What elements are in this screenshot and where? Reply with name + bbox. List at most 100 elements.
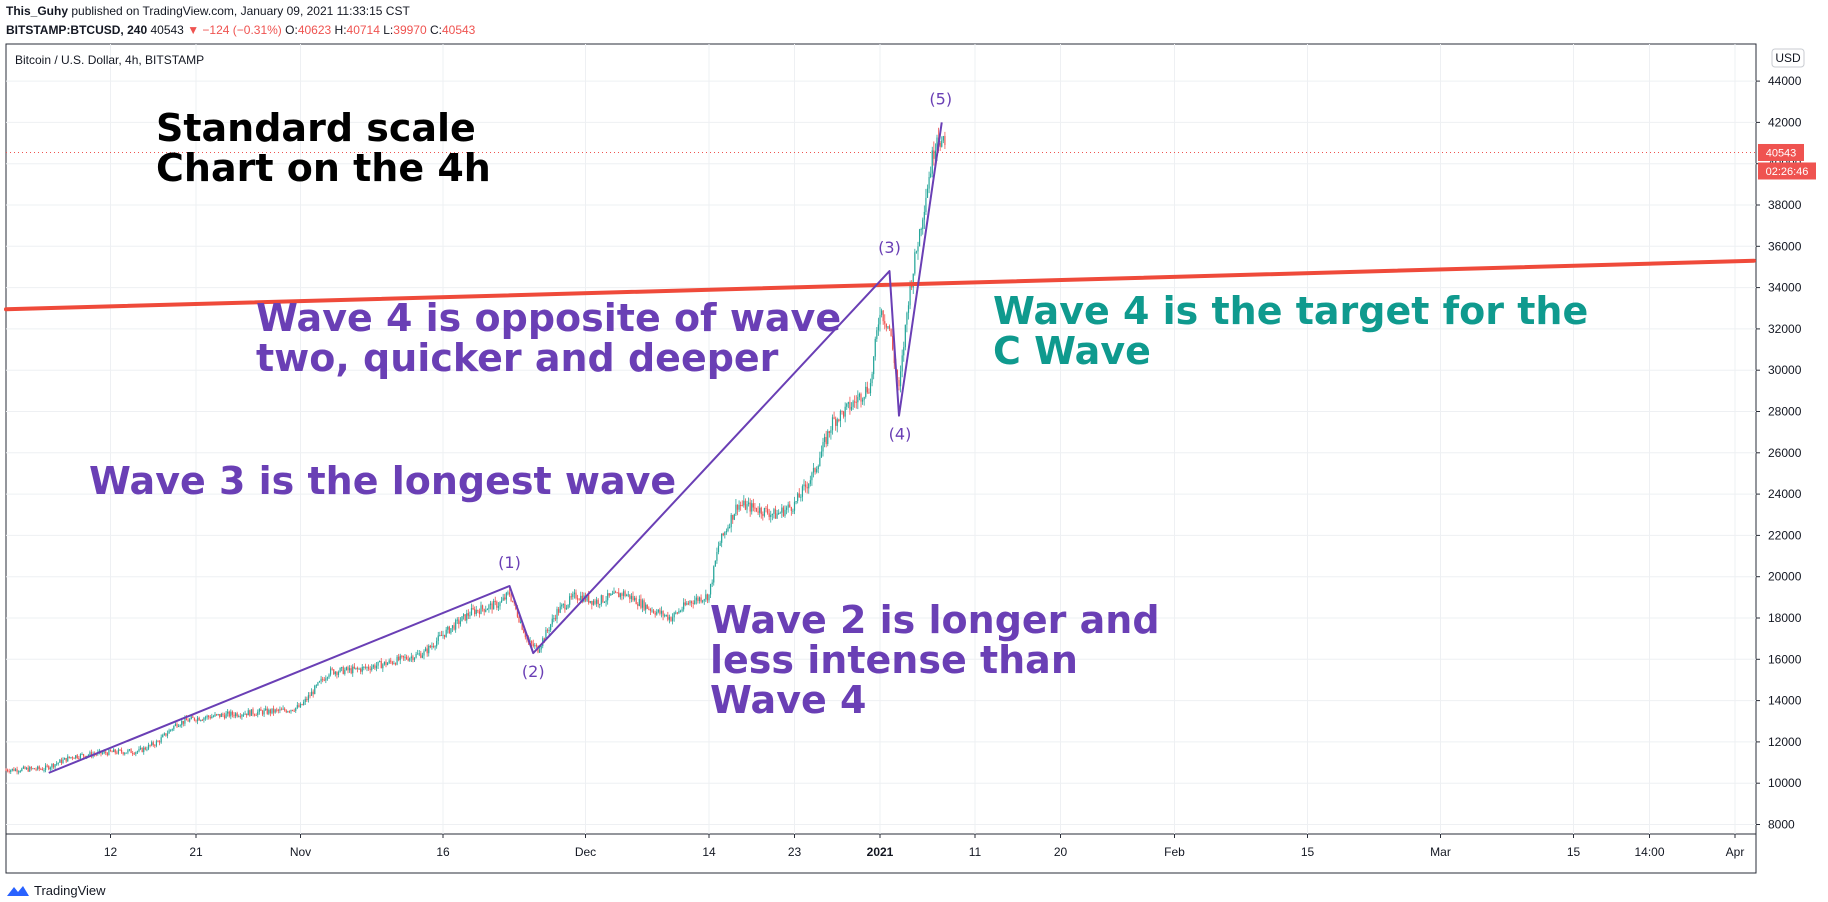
candle	[608, 593, 610, 598]
candle	[407, 655, 409, 662]
candle	[345, 666, 348, 671]
candle	[638, 595, 640, 607]
candle	[486, 608, 488, 611]
annotation-standard-scale[interactable]: Standard scale Chart on the 4h	[156, 106, 491, 190]
candle	[725, 528, 728, 535]
annotation-wave4-target[interactable]: Wave 4 is the target for the C Wave	[993, 289, 1602, 373]
candle	[809, 475, 811, 487]
x-tick-label: 16	[436, 845, 450, 859]
candle	[751, 500, 753, 515]
candle	[706, 593, 709, 604]
candle	[317, 681, 319, 686]
candle	[155, 739, 158, 748]
author-name[interactable]: This_Guhy	[6, 4, 69, 18]
candle	[922, 217, 924, 235]
candle	[652, 608, 655, 614]
currency-button[interactable]: USD	[1771, 48, 1805, 68]
x-tick-label: 21	[189, 845, 203, 859]
candle	[333, 668, 335, 675]
candle	[298, 703, 300, 708]
candle	[204, 715, 207, 721]
candle	[296, 701, 298, 710]
candle	[322, 676, 324, 683]
trendline[interactable]	[4, 258, 1756, 312]
candle	[56, 761, 58, 766]
countdown-tag-bg	[1758, 162, 1816, 180]
candle	[752, 498, 754, 512]
candle	[806, 481, 808, 494]
candle	[735, 499, 737, 517]
annotation-wave3-longest[interactable]: Wave 3 is the longest wave	[89, 459, 676, 503]
candle	[49, 766, 51, 772]
candle	[705, 589, 707, 602]
candle	[654, 610, 656, 618]
candle	[75, 755, 77, 760]
price-tag: 40543	[1758, 143, 1804, 161]
candle	[271, 708, 273, 715]
candle	[478, 608, 481, 618]
x-axis[interactable]: 12 21 Nov 16 Dec 14 23 2021 11 20 Feb 15 Mar 15 14:00 A…	[104, 834, 1745, 859]
annotation-wave2-longer-line-2: less intense than	[710, 638, 1078, 682]
symbol-label[interactable]: BITSTAMP:BTCUSD, 240	[6, 23, 148, 37]
y-axis[interactable]: 8000 10000 12000 14000 16000 18000 20000 22000 2…	[1756, 74, 1802, 832]
candle	[508, 588, 511, 597]
candle	[850, 402, 853, 412]
candle	[391, 660, 393, 666]
candle	[375, 662, 378, 672]
candle	[641, 598, 644, 613]
candle	[480, 601, 482, 615]
annotation-wave4-opposite[interactable]: Wave 4 is opposite of wave two, quicker …	[256, 296, 854, 380]
candle	[30, 766, 32, 771]
candle	[681, 606, 683, 613]
candle	[589, 600, 591, 604]
candle	[817, 464, 819, 474]
candle	[716, 547, 718, 564]
candle	[78, 755, 80, 760]
candle	[879, 306, 881, 332]
candle	[318, 680, 321, 683]
candle	[244, 710, 246, 716]
candle	[377, 661, 379, 669]
candle	[857, 390, 859, 410]
candle	[342, 665, 344, 675]
candle	[941, 136, 943, 148]
candle	[249, 709, 251, 717]
candle	[719, 540, 721, 546]
candle	[708, 594, 710, 603]
footer-brand[interactable]: TradingView	[34, 883, 106, 898]
candles	[5, 127, 946, 775]
candle	[550, 623, 552, 633]
candle	[825, 430, 827, 448]
y-tick-label: 26000	[1768, 446, 1802, 460]
candle	[622, 589, 625, 600]
candle	[132, 750, 134, 756]
candle	[141, 747, 143, 753]
candle	[643, 598, 645, 612]
candle	[488, 603, 490, 613]
candle	[111, 750, 113, 753]
candle	[738, 500, 740, 512]
candle	[599, 603, 601, 609]
candle	[424, 646, 427, 652]
candle	[242, 712, 245, 717]
currency-button-label[interactable]: USD	[1775, 51, 1801, 65]
candle	[274, 708, 276, 714]
candle	[481, 604, 484, 612]
candle	[341, 666, 343, 672]
candle	[907, 301, 910, 320]
candle	[884, 314, 886, 330]
y-tick-label: 18000	[1768, 611, 1802, 625]
candle	[656, 608, 658, 616]
candle	[46, 763, 48, 768]
candle	[62, 757, 64, 764]
candle	[630, 593, 633, 603]
candle	[380, 658, 382, 669]
currency-button-bg[interactable]	[1771, 48, 1805, 68]
candle	[464, 614, 466, 622]
y-tick-label: 20000	[1768, 570, 1802, 584]
elliott-wave-line[interactable]	[48, 122, 943, 774]
tradingview-logo-icon[interactable]	[6, 884, 30, 898]
annotation-wave2-longer[interactable]: Wave 2 is longer and less intense than W…	[710, 598, 1173, 722]
x-tick-label: Feb	[1164, 845, 1185, 859]
